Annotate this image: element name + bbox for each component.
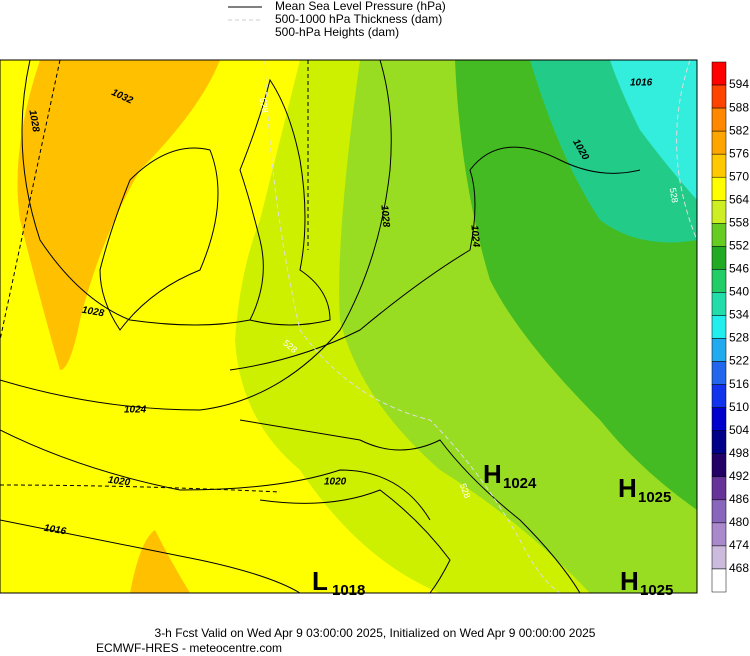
center-letter: H (483, 459, 502, 489)
center-value: 1024 (503, 475, 537, 492)
colorbar-swatch (711, 476, 727, 501)
colorbar-label: 570 (729, 169, 749, 183)
colorbar-label: 480 (729, 515, 749, 529)
colorbar-label: 474 (729, 538, 749, 552)
colorbar-swatch (711, 223, 727, 247)
isobar-label: 1028 (81, 305, 105, 320)
colorbar-swatch (711, 384, 727, 408)
colorbar-swatch (711, 84, 727, 109)
thickness-label: 528 (668, 187, 680, 204)
map (0, 59, 698, 594)
isobar-label: 1020 (107, 475, 131, 489)
isobar-label: 1016 (630, 78, 653, 89)
colorbar-swatch (711, 153, 727, 178)
legend-label: 500-hPa Heights (dam) (275, 25, 399, 39)
colorbar-swatch (711, 522, 727, 547)
footer-line: 3-h Fcst Valid on Wed Apr 9 03:00:00 202… (155, 626, 596, 640)
center-letter: L (312, 566, 328, 596)
colorbar-label: 534 (729, 308, 749, 322)
colorbar-swatch (711, 407, 727, 431)
colorbar-swatch (711, 130, 727, 155)
colorbar-swatch (711, 61, 727, 86)
colorbar-swatch (711, 176, 727, 201)
thickness-label: 528 (258, 97, 270, 114)
legend-label: Mean Sea Level Pressure (hPa) (275, 0, 446, 13)
colorbar-label: 468 (729, 561, 749, 575)
colorbar-swatch (711, 315, 727, 339)
colorbar-label: 558 (729, 215, 749, 229)
isobar-label: 1024 (468, 225, 481, 249)
colorbar-swatch (711, 269, 727, 293)
colorbar-label: 576 (729, 146, 749, 160)
colorbar-swatch (711, 453, 727, 478)
colorbar: 594 588 582 576 570 564 558 552 546 540 534 528 522 5… (711, 61, 749, 593)
colorbar-swatch (711, 338, 727, 362)
colorbar-label: 492 (729, 469, 749, 483)
isobar-label: 1020 (324, 477, 347, 488)
colorbar-label: 552 (729, 239, 749, 253)
colorbar-label: 594 (729, 77, 749, 91)
colorbar-label: 528 (729, 331, 749, 345)
center-letter: H (620, 566, 639, 596)
colorbar-label: 504 (729, 423, 749, 437)
colorbar-label: 546 (729, 262, 749, 276)
isobar-label: 1028 (26, 109, 41, 133)
colorbar-label: 582 (729, 123, 749, 137)
colorbar-label: 510 (729, 400, 749, 414)
colorbar-label: 564 (729, 192, 749, 206)
isobar-label: 1028 (378, 205, 391, 229)
colorbar-swatch (711, 361, 727, 385)
colorbar-swatch (711, 246, 727, 270)
isobar-label: 1016 (43, 523, 67, 538)
center-value: 1025 (638, 489, 671, 506)
colorbar-swatch (711, 107, 727, 132)
colorbar-label: 486 (729, 492, 749, 506)
colorbar-label: 540 (729, 285, 749, 299)
isobar-label: 1024 (124, 405, 147, 416)
footer-line: ECMWF-HRES - meteocentre.com (96, 641, 282, 655)
colorbar-label: 522 (729, 354, 749, 368)
colorbar-swatch (711, 292, 727, 316)
colorbar-swatch (711, 568, 727, 593)
colorbar-swatch (711, 430, 727, 454)
colorbar-label: 516 (729, 377, 749, 391)
center-value: 1025 (640, 582, 673, 599)
colorbar-label: 588 (729, 100, 749, 114)
colorbar-swatch (711, 545, 727, 570)
legend-label: 500-1000 hPa Thickness (dam) (275, 12, 442, 26)
colorbar-swatch (711, 200, 727, 224)
center-letter: H (618, 473, 637, 503)
colorbar-label: 498 (729, 446, 749, 460)
thickness-label: 528 (458, 482, 473, 500)
center-value: 1018 (332, 582, 365, 599)
colorbar-swatch (711, 499, 727, 524)
